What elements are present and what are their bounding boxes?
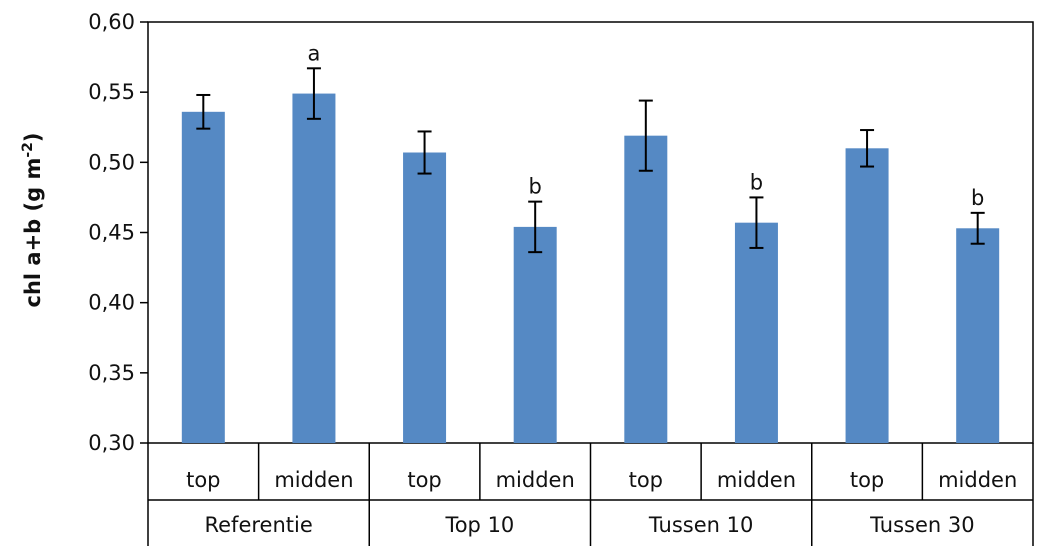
significance-label: b (529, 175, 542, 199)
bar (292, 93, 336, 443)
x-category-label: midden (274, 468, 353, 492)
y-tick-label: 0,45 (88, 221, 135, 245)
x-axis: top midden top midden top midden top midden Refe… (147, 443, 1034, 546)
x-group-label: Referentie (204, 513, 312, 537)
x-category-label: midden (496, 468, 575, 492)
y-tick-label: 0,35 (88, 361, 135, 385)
y-axis: 0,30 0,35 0,40 0,45 0,50 0,55 0,60 (88, 10, 148, 455)
x-group-label: Top 10 (444, 513, 514, 537)
plot-frame (147, 21, 1034, 444)
x-category-label: top (186, 468, 220, 492)
significance-label: a (308, 41, 321, 65)
y-tick-label: 0,55 (88, 80, 135, 104)
x-category-label: top (407, 468, 441, 492)
y-axis-label: chl a+b (g m-2) (20, 132, 45, 307)
y-tick-label: 0,60 (88, 10, 135, 34)
x-category-label: top (850, 468, 884, 492)
bar (845, 148, 889, 444)
x-category-label: top (629, 468, 663, 492)
significance-label: b (971, 186, 984, 210)
x-category-label: midden (938, 468, 1017, 492)
bars-layer: a b b b (181, 41, 1000, 444)
bar (956, 228, 1000, 443)
bar (181, 111, 225, 444)
x-group-label: Tussen 30 (869, 513, 974, 537)
y-tick-label: 0,40 (88, 291, 135, 315)
x-category-label: midden (717, 468, 796, 492)
bar (624, 135, 668, 444)
bar (734, 222, 778, 443)
bar (403, 152, 447, 443)
bar (513, 226, 557, 443)
y-tick-label: 0,50 (88, 150, 135, 174)
y-tick-label: 0,30 (88, 431, 135, 455)
significance-label: b (750, 170, 763, 194)
x-group-label: Tussen 10 (648, 513, 753, 537)
